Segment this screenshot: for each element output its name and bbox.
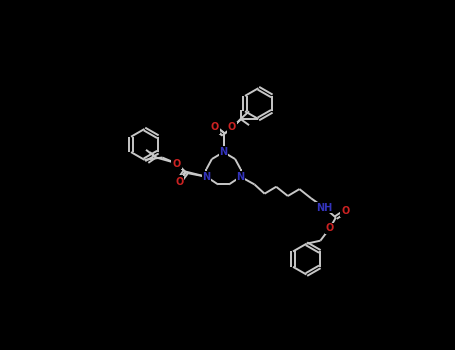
Text: N: N	[219, 147, 228, 157]
Text: N: N	[202, 172, 211, 182]
Text: O: O	[325, 223, 334, 233]
Text: O: O	[174, 176, 182, 186]
Text: O: O	[228, 123, 236, 133]
Text: O: O	[341, 206, 349, 216]
Text: O: O	[228, 122, 236, 132]
Text: O: O	[211, 123, 219, 133]
Text: N: N	[237, 172, 245, 182]
Text: O: O	[172, 158, 180, 168]
Text: O: O	[175, 177, 183, 187]
Text: O: O	[173, 159, 181, 169]
Text: NH: NH	[316, 203, 332, 212]
Text: O: O	[211, 122, 219, 132]
